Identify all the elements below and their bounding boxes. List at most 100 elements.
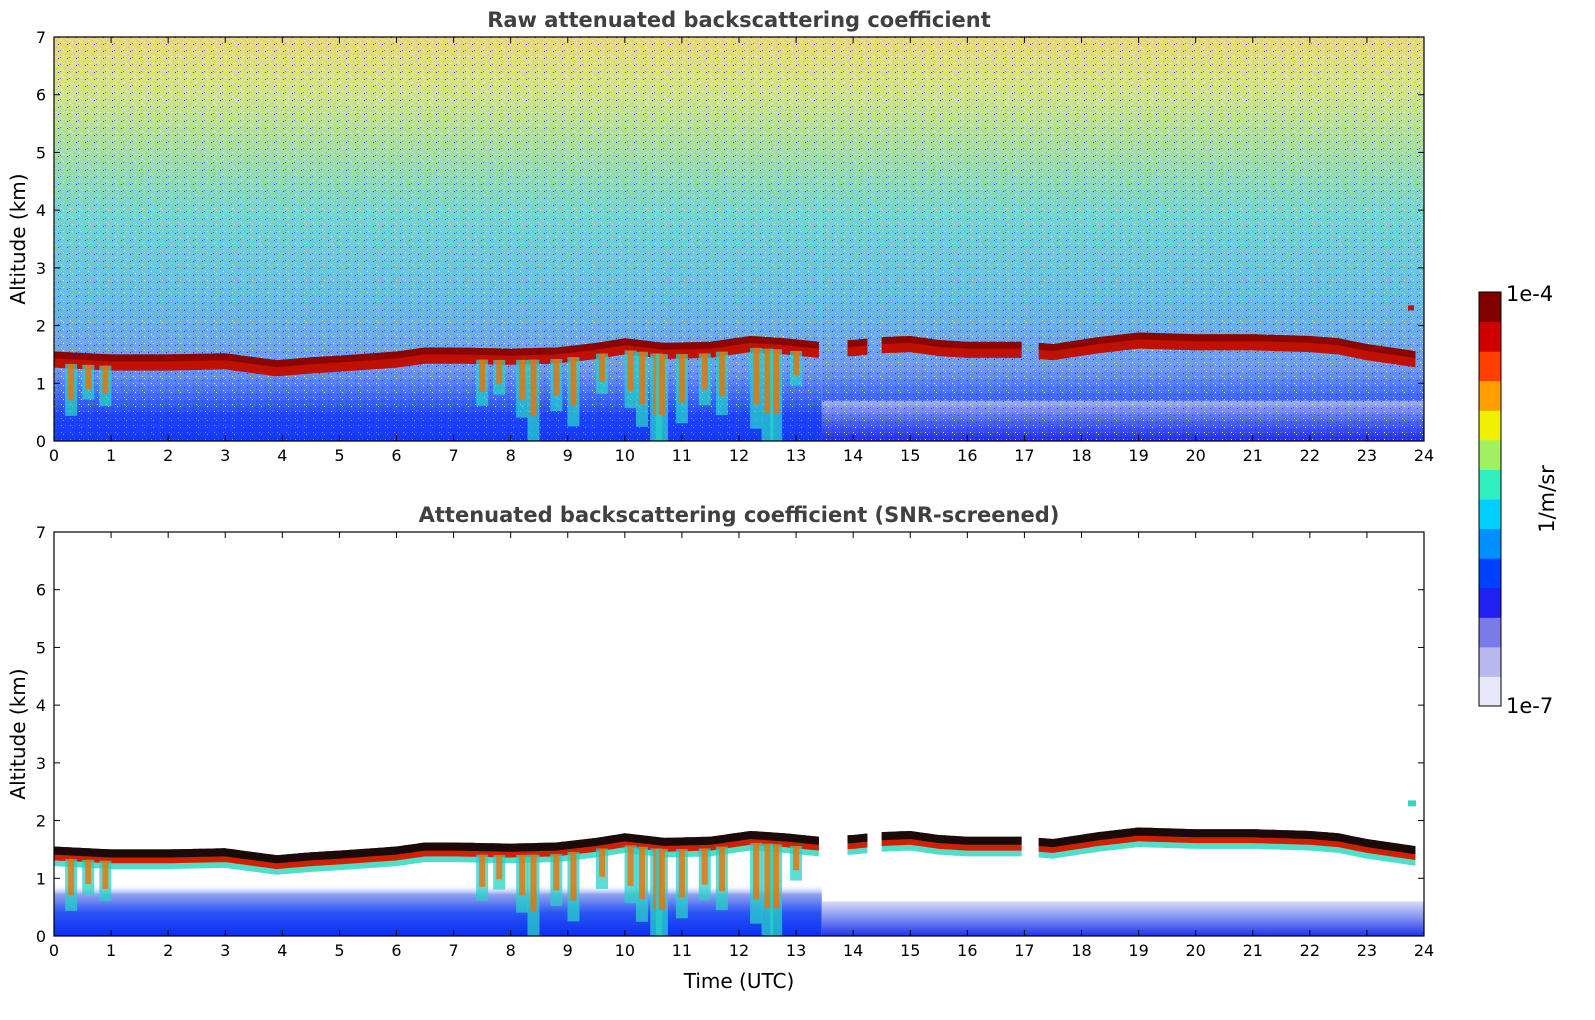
raw-virga-core xyxy=(701,353,708,390)
screened-virga-core xyxy=(519,854,526,896)
screened-isolated-echo xyxy=(1408,800,1417,807)
screened-x-tick-label: 19 xyxy=(1128,941,1148,960)
raw-cloud-core xyxy=(881,336,1022,349)
raw-y-tick-label: 6 xyxy=(36,86,46,105)
screened-cloud-core xyxy=(881,831,1022,845)
raw-x-tick-label: 3 xyxy=(220,446,230,465)
colorbar-segment xyxy=(1479,351,1501,382)
raw-x-tick-label: 14 xyxy=(843,446,863,465)
raw-virga-core xyxy=(479,359,486,392)
screened-y-tick-label: 0 xyxy=(36,927,46,946)
raw-x-tick-label: 9 xyxy=(563,446,573,465)
screened-x-tick-label: 14 xyxy=(843,941,863,960)
raw-x-tick-label: 18 xyxy=(1071,446,1091,465)
colorbar-segment xyxy=(1479,499,1501,530)
screened-virga-core xyxy=(68,858,75,896)
screened-x-tick-label: 21 xyxy=(1243,941,1263,960)
raw-virga-core xyxy=(773,349,780,414)
raw-x-tick-label: 11 xyxy=(672,446,692,465)
colorbar-segment xyxy=(1479,469,1501,500)
screened-virga-core xyxy=(530,854,537,912)
screened-y-tick-label: 6 xyxy=(36,581,46,600)
screened-x-tick-label: 5 xyxy=(334,941,344,960)
screened-x-tick-label: 10 xyxy=(615,941,635,960)
screened-x-tick-label: 1 xyxy=(106,941,116,960)
raw-y-tick-label: 0 xyxy=(36,432,46,451)
raw-backscatter-panel: Raw attenuated backscattering coefficien… xyxy=(6,8,1434,465)
colorbar-segment xyxy=(1479,617,1501,648)
raw-x-tick-label: 23 xyxy=(1357,446,1377,465)
raw-virga-core xyxy=(570,357,577,406)
colorbar-segment xyxy=(1479,558,1501,589)
raw-virga-core xyxy=(519,359,526,401)
raw-isolated-echo xyxy=(1408,305,1415,311)
screened-x-tick-label: 4 xyxy=(277,941,287,960)
raw-virga-core xyxy=(553,359,560,396)
colorbar-min-label: 1e-7 xyxy=(1506,694,1553,718)
screened-y-tick-label: 1 xyxy=(36,869,46,888)
colorbar-segment xyxy=(1479,321,1501,352)
screened-virga-core xyxy=(599,848,605,877)
screened-virga-core xyxy=(701,848,708,885)
raw-y-axis-label: Altitude (km) xyxy=(6,173,30,304)
colorbar-segment xyxy=(1479,292,1501,323)
screened-panel-title: Attenuated backscattering coefficient (S… xyxy=(419,503,1060,527)
screened-virga-core xyxy=(85,859,92,885)
screened-cloud-core xyxy=(1038,827,1416,855)
screened-y-axis-label: Altitude (km) xyxy=(6,668,30,799)
screened-virga-core xyxy=(773,844,780,909)
raw-virga-core xyxy=(764,348,771,414)
colorbar-segment xyxy=(1479,410,1501,441)
screened-virga-core xyxy=(627,845,634,886)
raw-noise-speckle xyxy=(54,37,1424,441)
screened-backscatter-panel: Attenuated backscattering coefficient (S… xyxy=(6,503,1434,993)
screened-virga-core xyxy=(678,848,685,898)
screened-plot-frame xyxy=(53,531,1425,937)
raw-panel-title: Raw attenuated backscattering coefficien… xyxy=(487,8,991,32)
screened-x-tick-label: 15 xyxy=(900,941,920,960)
raw-virga-core xyxy=(658,354,665,415)
screened-virga-core xyxy=(496,854,503,880)
screened-y-tick-label: 5 xyxy=(36,638,46,657)
screened-x-tick-label: 7 xyxy=(448,941,458,960)
raw-x-tick-label: 5 xyxy=(334,446,344,465)
colorbar-segment xyxy=(1479,380,1501,411)
raw-virga-core xyxy=(68,363,75,401)
raw-x-tick-label: 19 xyxy=(1128,446,1148,465)
raw-x-tick-label: 20 xyxy=(1185,446,1205,465)
raw-virga-core xyxy=(102,365,109,394)
screened-cloud-core xyxy=(54,831,819,864)
raw-x-tick-label: 15 xyxy=(900,446,920,465)
screened-virga-core xyxy=(658,849,665,910)
raw-surface-layer xyxy=(54,412,822,441)
screened-virga-core xyxy=(570,852,577,901)
colorbar-segment xyxy=(1479,528,1501,559)
screened-x-tick-label: 18 xyxy=(1071,941,1091,960)
screened-cloud-core xyxy=(847,833,868,844)
raw-y-tick-label: 2 xyxy=(36,317,46,336)
raw-virga-core xyxy=(496,359,503,385)
raw-virga-core xyxy=(678,353,685,403)
raw-y-tick-label: 1 xyxy=(36,374,46,393)
screened-lowlevel-right xyxy=(821,901,1424,936)
raw-y-tick-label: 5 xyxy=(36,143,46,162)
colorbar-segment xyxy=(1479,439,1501,470)
raw-virga-core xyxy=(599,353,605,382)
screened-x-tick-label: 23 xyxy=(1357,941,1377,960)
x-axis-label: Time (UTC) xyxy=(683,969,795,993)
screened-virga-core xyxy=(718,846,725,892)
raw-virga-core xyxy=(627,350,634,391)
raw-x-tick-label: 12 xyxy=(729,446,749,465)
screened-x-tick-label: 0 xyxy=(49,941,59,960)
raw-x-tick-label: 2 xyxy=(163,446,173,465)
raw-x-tick-label: 22 xyxy=(1300,446,1320,465)
raw-cloud-core xyxy=(847,338,868,348)
raw-virga-core xyxy=(530,359,537,417)
raw-y-tick-label: 7 xyxy=(36,28,46,47)
screened-x-tick-label: 9 xyxy=(563,941,573,960)
screened-y-tick-label: 3 xyxy=(36,754,46,773)
screened-virga-core xyxy=(753,842,760,900)
screened-x-tick-label: 8 xyxy=(506,941,516,960)
raw-x-tick-label: 0 xyxy=(49,446,59,465)
raw-x-tick-label: 8 xyxy=(506,446,516,465)
